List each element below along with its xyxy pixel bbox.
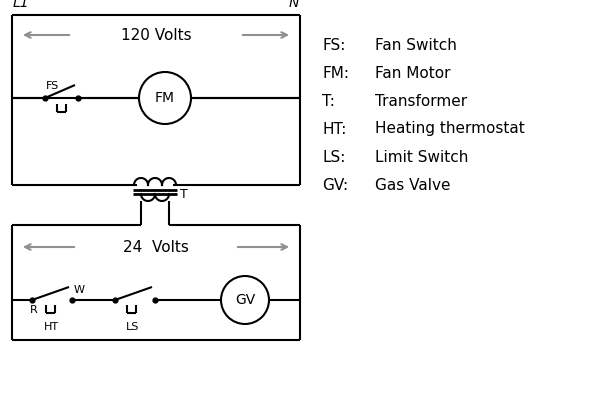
Text: Heating thermostat: Heating thermostat — [375, 122, 525, 136]
Text: LS: LS — [126, 322, 140, 332]
Text: GV: GV — [235, 293, 255, 307]
Text: HT: HT — [44, 322, 58, 332]
Text: 120 Volts: 120 Volts — [121, 28, 191, 42]
Text: Limit Switch: Limit Switch — [375, 150, 468, 164]
Text: Gas Valve: Gas Valve — [375, 178, 451, 192]
Text: HT:: HT: — [322, 122, 346, 136]
Text: LS:: LS: — [322, 150, 345, 164]
Text: R: R — [30, 305, 38, 315]
Text: L1: L1 — [13, 0, 30, 10]
Text: Fan Switch: Fan Switch — [375, 38, 457, 52]
Text: T: T — [180, 188, 188, 200]
Text: N: N — [289, 0, 299, 10]
Text: FM: FM — [155, 91, 175, 105]
Text: GV:: GV: — [322, 178, 348, 192]
Text: Transformer: Transformer — [375, 94, 467, 108]
Circle shape — [139, 72, 191, 124]
Text: FS: FS — [46, 81, 59, 91]
Text: FM:: FM: — [322, 66, 349, 80]
Text: Fan Motor: Fan Motor — [375, 66, 451, 80]
Text: FS:: FS: — [322, 38, 345, 52]
Text: W: W — [74, 285, 85, 295]
Text: 24  Volts: 24 Volts — [123, 240, 189, 254]
Circle shape — [221, 276, 269, 324]
Text: T:: T: — [322, 94, 335, 108]
